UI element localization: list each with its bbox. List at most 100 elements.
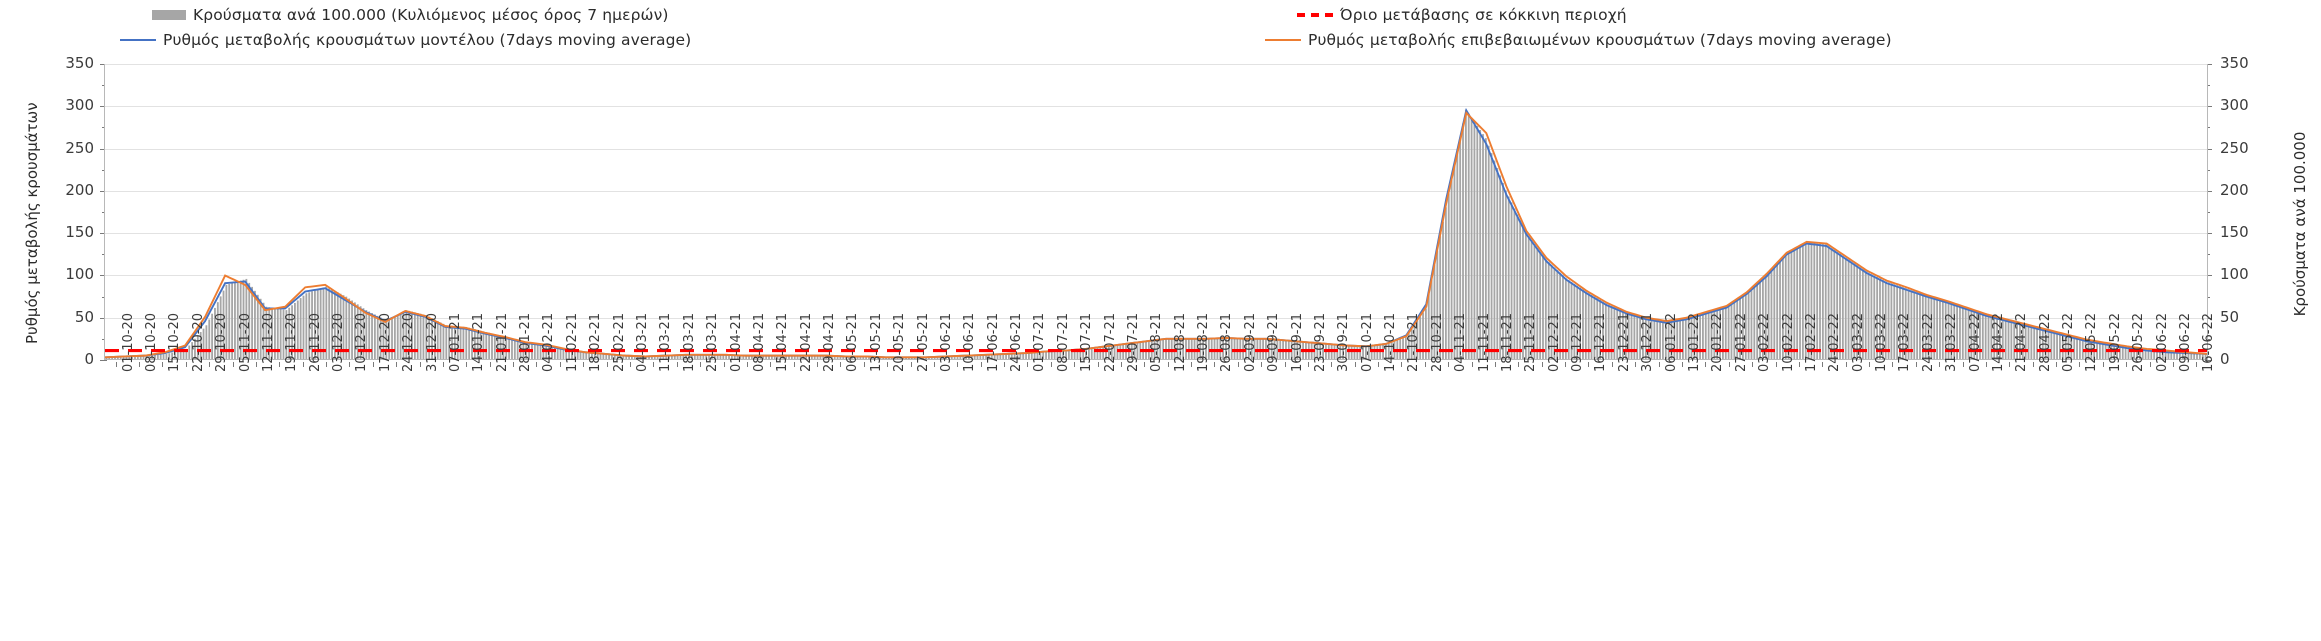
x-axis-tick: [1237, 362, 1239, 367]
bar: [859, 356, 862, 359]
bar: [119, 356, 122, 359]
bar: [1756, 282, 1759, 359]
bar: [642, 356, 645, 359]
x-axis-tick: [676, 362, 678, 367]
bar: [1233, 338, 1236, 359]
x-axis-tick: [840, 362, 842, 367]
x-axis-tick-label: 03-03-22: [1850, 312, 1866, 372]
bar: [1479, 129, 1482, 359]
legend-item-threshold[interactable]: Όριο μετάβασης σε κόκκινη περιοχή: [1297, 6, 1627, 24]
bar: [1410, 328, 1413, 359]
bar: [1010, 353, 1013, 359]
bar: [1927, 296, 1930, 359]
bar: [211, 313, 214, 359]
bar: [1933, 298, 1936, 359]
bar: [1450, 179, 1453, 359]
bar: [1996, 318, 1998, 359]
bar: [1008, 353, 1010, 359]
bar: [828, 355, 830, 359]
bar: [425, 315, 428, 359]
legend-label-model-rate: Ρυθμός μεταβολής κρουσμάτων μοντέλου (7d…: [163, 31, 692, 49]
x-axis-tick-label: 08-07-21: [1055, 312, 1071, 372]
x-axis-tick-label: 19-05-22: [2107, 312, 2123, 372]
bar: [996, 354, 999, 359]
y-axis-tick: [2205, 190, 2212, 192]
legend-item-model-rate[interactable]: Ρυθμός μεταβολής κρουσμάτων μοντέλου (7d…: [120, 31, 691, 49]
legend-item-cases-per-100000[interactable]: Κρούσματα ανά 100.000 (Κυλιόμενος μέσος …: [152, 6, 669, 24]
x-axis-tick-label: 07-01-21: [447, 312, 463, 372]
bar: [513, 339, 516, 359]
bar: [596, 353, 599, 359]
bar: [708, 354, 710, 359]
bar: [473, 329, 476, 359]
bar: [1650, 319, 1653, 359]
bar: [1656, 320, 1659, 359]
x-axis-tick-label: 21-01-21: [494, 312, 510, 372]
bar: [2138, 349, 2141, 359]
gridline: [105, 275, 2207, 277]
y-axis-tick: [100, 317, 107, 319]
bar: [388, 318, 391, 359]
bar: [1099, 347, 1102, 359]
bar: [1727, 304, 1730, 359]
bar: [756, 355, 759, 359]
bar: [359, 306, 362, 359]
bar: [725, 354, 728, 359]
bar: [1087, 348, 1090, 359]
bar: [1582, 289, 1584, 359]
x-axis-tick-label: 27-01-22: [1733, 312, 1749, 372]
bar: [2104, 343, 2107, 359]
dashed-line-swatch-icon: [1297, 13, 1333, 17]
bar: [1687, 317, 1690, 359]
bar: [1659, 320, 1661, 359]
series-line: [105, 113, 2207, 357]
bar: [2041, 329, 2044, 359]
x-axis-tick-label: 18-02-21: [588, 312, 604, 372]
bar: [1819, 243, 1821, 359]
bar: [154, 354, 156, 359]
bar: [325, 286, 328, 359]
bar: [1316, 343, 1319, 359]
bar: [1950, 303, 1953, 359]
bar: [236, 281, 239, 359]
bar: [1699, 314, 1701, 359]
bar: [733, 355, 736, 359]
bar: [462, 326, 465, 359]
x-axis-tick-label: 02-09-21: [1242, 312, 1258, 372]
bar: [265, 306, 268, 359]
bar: [1136, 342, 1139, 359]
bar: [785, 355, 788, 359]
bar: [416, 313, 419, 359]
bar: [1830, 248, 1833, 359]
y-axis-tick-label: 200: [2220, 180, 2249, 199]
bar: [2036, 328, 2038, 359]
bar: [1056, 350, 1059, 359]
bar: [962, 355, 965, 359]
bar: [1590, 294, 1593, 359]
bar: [2193, 353, 2196, 359]
y-axis-tick: [100, 64, 107, 65]
bar: [1227, 338, 1230, 359]
bar: [2170, 351, 2173, 359]
x-axis-tick: [957, 362, 959, 367]
bar: [1759, 280, 1761, 359]
x-axis-tick-label: 04-03-21: [635, 312, 650, 372]
bar: [345, 296, 348, 359]
bar: [1750, 287, 1753, 359]
y-axis-title-right: Κρούσματα ανά 100.000: [2291, 131, 2309, 317]
x-axis-tick-label: 15-10-20: [167, 312, 183, 372]
x-axis-tick-label: 21-10-21: [1406, 312, 1422, 372]
bar: [1390, 341, 1393, 359]
bar: [782, 355, 785, 359]
bar: [702, 354, 705, 359]
x-axis-tick: [933, 362, 935, 367]
x-axis-tick-label: 15-07-21: [1079, 312, 1095, 372]
x-axis-tick: [700, 362, 702, 367]
bar: [1347, 345, 1350, 359]
bar: [625, 355, 628, 359]
bar: [1736, 299, 1739, 359]
bar: [1662, 321, 1664, 359]
bar: [1470, 117, 1473, 359]
x-axis-tick-label: 25-11-21: [1523, 312, 1539, 372]
legend-item-confirmed-rate[interactable]: Ρυθμός μεταβολής επιβεβαιωμένων κρουσμάτ…: [1265, 31, 1892, 49]
